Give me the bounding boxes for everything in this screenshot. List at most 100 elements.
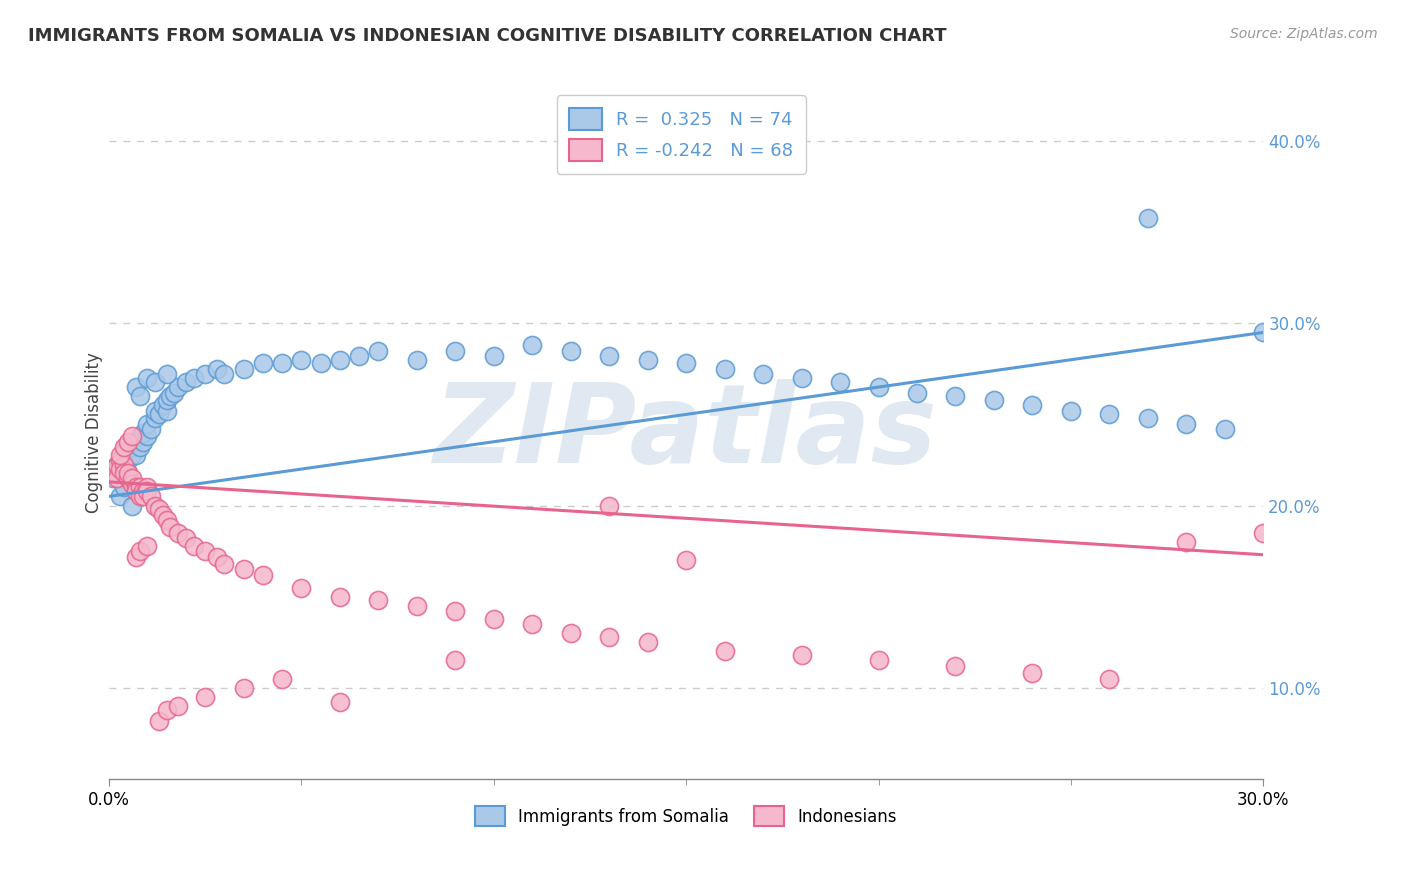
- Point: [675, 553, 697, 567]
- Point: [125, 380, 148, 394]
- Point: [132, 490, 155, 504]
- Point: [112, 440, 135, 454]
- Point: [194, 544, 217, 558]
- Point: [132, 434, 155, 449]
- Point: [128, 429, 150, 443]
- Point: [110, 453, 132, 467]
- Point: [232, 681, 254, 695]
- Point: [205, 362, 228, 376]
- Point: [163, 385, 186, 400]
- Point: [271, 672, 294, 686]
- Point: [128, 544, 150, 558]
- Point: [183, 371, 205, 385]
- Point: [143, 411, 166, 425]
- Point: [520, 338, 543, 352]
- Point: [194, 368, 217, 382]
- Point: [183, 539, 205, 553]
- Point: [128, 480, 150, 494]
- Point: [520, 617, 543, 632]
- Point: [444, 653, 467, 667]
- Point: [444, 343, 467, 358]
- Point: [110, 462, 132, 476]
- Point: [141, 490, 163, 504]
- Point: [141, 422, 163, 436]
- Point: [1253, 326, 1275, 340]
- Point: [174, 375, 197, 389]
- Point: [112, 458, 135, 473]
- Point: [112, 458, 135, 473]
- Point: [105, 458, 128, 473]
- Point: [598, 630, 620, 644]
- Point: [143, 499, 166, 513]
- Point: [117, 466, 139, 480]
- Point: [444, 604, 467, 618]
- Text: IMMIGRANTS FROM SOMALIA VS INDONESIAN COGNITIVE DISABILITY CORRELATION CHART: IMMIGRANTS FROM SOMALIA VS INDONESIAN CO…: [28, 27, 946, 45]
- Point: [1098, 408, 1121, 422]
- Point: [121, 448, 143, 462]
- Point: [117, 434, 139, 449]
- Point: [790, 648, 813, 662]
- Point: [112, 466, 135, 480]
- Point: [110, 453, 132, 467]
- Point: [1060, 404, 1083, 418]
- Point: [155, 703, 177, 717]
- Point: [152, 508, 174, 522]
- Point: [121, 476, 143, 491]
- Point: [125, 549, 148, 564]
- Point: [121, 429, 143, 443]
- Point: [1175, 535, 1198, 549]
- Point: [675, 356, 697, 370]
- Point: [1213, 422, 1236, 436]
- Point: [560, 626, 582, 640]
- Point: [367, 593, 389, 607]
- Point: [752, 368, 775, 382]
- Point: [136, 480, 159, 494]
- Point: [155, 392, 177, 407]
- Point: [252, 356, 274, 370]
- Point: [232, 562, 254, 576]
- Point: [121, 499, 143, 513]
- Point: [271, 356, 294, 370]
- Point: [945, 659, 967, 673]
- Point: [214, 557, 236, 571]
- Point: [136, 417, 159, 431]
- Point: [143, 375, 166, 389]
- Point: [105, 458, 128, 473]
- Point: [367, 343, 389, 358]
- Point: [110, 490, 132, 504]
- Point: [290, 352, 312, 367]
- Point: [205, 549, 228, 564]
- Point: [167, 525, 190, 540]
- Point: [637, 635, 659, 649]
- Point: [132, 483, 155, 498]
- Point: [101, 471, 124, 485]
- Point: [112, 480, 135, 494]
- Point: [1175, 417, 1198, 431]
- Point: [132, 425, 155, 440]
- Point: [155, 368, 177, 382]
- Point: [159, 520, 181, 534]
- Point: [329, 352, 352, 367]
- Point: [174, 532, 197, 546]
- Point: [945, 389, 967, 403]
- Point: [868, 380, 890, 394]
- Point: [125, 480, 148, 494]
- Point: [828, 375, 851, 389]
- Point: [101, 466, 124, 480]
- Point: [1021, 398, 1043, 412]
- Point: [1253, 525, 1275, 540]
- Point: [598, 349, 620, 363]
- Point: [252, 567, 274, 582]
- Point: [128, 440, 150, 454]
- Point: [713, 362, 735, 376]
- Point: [136, 371, 159, 385]
- Point: [121, 440, 143, 454]
- Point: [167, 380, 190, 394]
- Point: [868, 653, 890, 667]
- Point: [329, 590, 352, 604]
- Point: [159, 389, 181, 403]
- Point: [560, 343, 582, 358]
- Point: [290, 581, 312, 595]
- Point: [167, 698, 190, 713]
- Point: [152, 398, 174, 412]
